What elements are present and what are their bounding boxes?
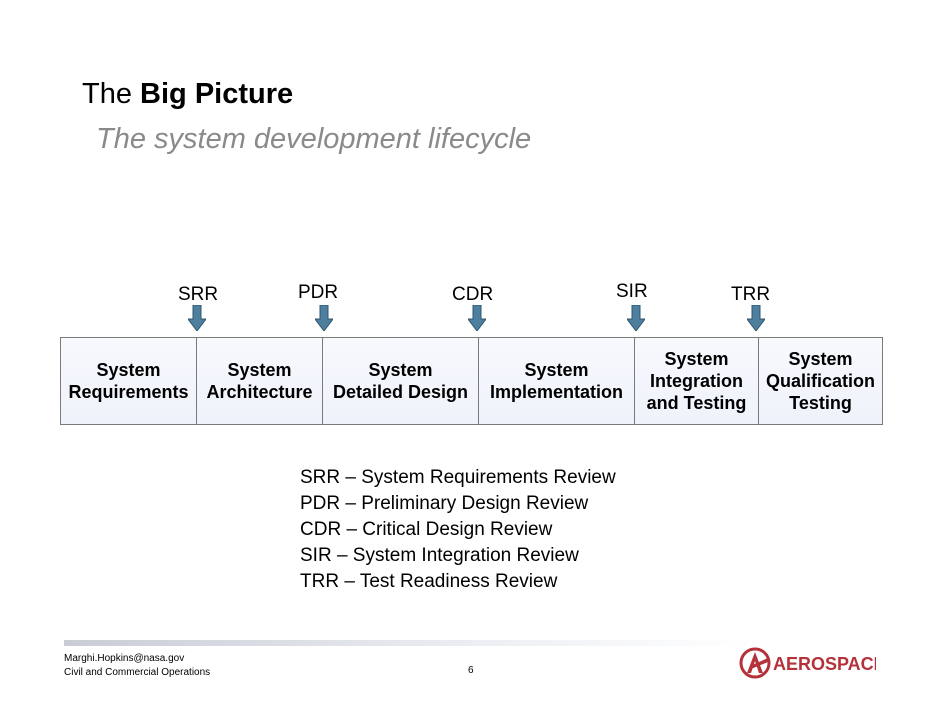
down-arrow-icon [468,305,486,331]
aerospace-logo: AEROSPACE [739,647,876,679]
review-label-pdr: PDR [298,282,339,303]
review-label-sir: SIR [616,281,648,302]
phase-system-implementation: System Implementation [479,338,635,424]
legend-item: SIR – System Integration Review [300,545,579,566]
review-label-trr: TRR [731,284,771,305]
legend-item: SRR – System Requirements Review [300,467,616,488]
title-prefix: The [82,78,132,110]
phase-system-qualification-testing: System Qualification Testing [759,338,882,424]
down-arrow-icon [627,305,645,331]
title-bold: Big Picture [140,78,294,110]
logo-text: AEROSPACE [773,654,876,674]
phase-system-integration-testing: System Integration and Testing [635,338,759,424]
footer-department: Civil and Commercial Operations [64,667,211,678]
footer-email: Marghi.Hopkins@nasa.gov [64,653,185,664]
page-number: 6 [468,665,474,676]
page-title: The Big Picture [82,78,293,111]
legend-item: TRR – Test Readiness Review [300,571,558,592]
phase-system-requirements: System Requirements [61,338,197,424]
lifecycle-phase-row: System Requirements System Architecture … [60,337,883,425]
review-label-srr: SRR [178,284,219,305]
review-label-cdr: CDR [452,284,494,305]
phase-system-detailed-design: System Detailed Design [323,338,479,424]
down-arrow-icon [315,305,333,331]
down-arrow-icon [747,305,765,331]
page-subtitle: The system development lifecycle [96,123,532,155]
legend-item: PDR – Preliminary Design Review [300,493,589,514]
phase-system-architecture: System Architecture [197,338,323,424]
legend-item: CDR – Critical Design Review [300,519,553,540]
footer-divider [64,640,754,646]
review-legend: SRR – System Requirements Review PDR – P… [300,465,616,595]
down-arrow-icon [188,305,206,331]
